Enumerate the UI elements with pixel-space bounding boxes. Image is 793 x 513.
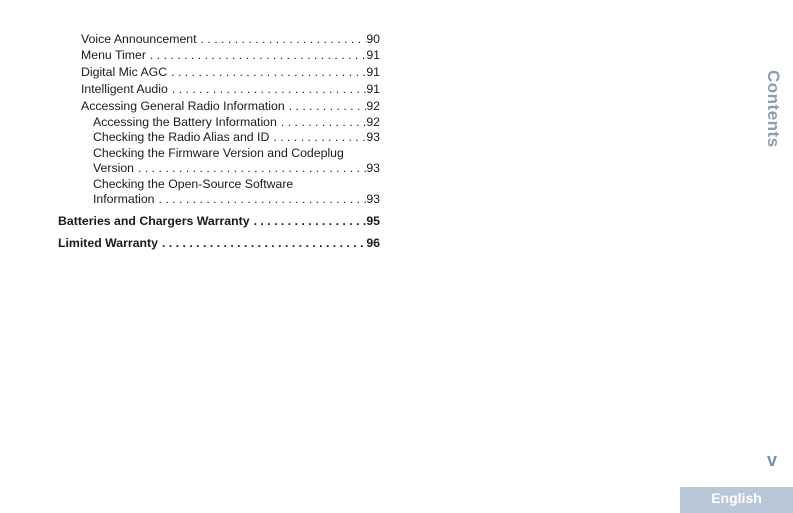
toc-page: 95	[366, 214, 380, 228]
contents-side-tab: Contents	[764, 70, 783, 148]
toc-label: Information	[93, 192, 155, 206]
toc-page: 91	[366, 65, 380, 79]
toc-entry-battery-info[interactable]: Accessing the Battery Information 92	[93, 115, 380, 130]
leader-dots	[150, 48, 366, 63]
toc-label: Checking the Radio Alias and ID	[93, 130, 270, 144]
toc-label: Menu Timer	[81, 48, 146, 62]
page-number: v	[767, 450, 778, 470]
language-tab: English	[680, 487, 793, 513]
toc-label: Intelligent Audio	[81, 82, 168, 96]
toc-label-line1: Checking the Firmware Version and Codepl…	[93, 146, 344, 160]
toc-page: 91	[366, 82, 380, 96]
toc-label: Digital Mic AGC	[81, 65, 168, 79]
leader-dots	[171, 65, 366, 80]
toc-page: 93	[366, 130, 380, 144]
leader-dots	[159, 192, 367, 207]
toc-entry-batteries-warranty[interactable]: Batteries and Chargers Warranty 95	[58, 214, 380, 229]
toc-label: Version	[93, 161, 135, 175]
leader-dots	[273, 130, 366, 145]
toc-label: Batteries and Chargers Warranty	[58, 214, 250, 228]
toc-label: Voice Announcement	[81, 32, 197, 46]
leader-dots	[172, 82, 366, 97]
toc-label: Accessing General Radio Information	[81, 99, 285, 113]
toc-page: 92	[366, 99, 380, 113]
toc-entry-limited-warranty[interactable]: Limited Warranty 96	[58, 236, 380, 251]
leader-dots	[138, 161, 366, 176]
toc-page: 90	[366, 32, 380, 46]
toc-entry-menu-timer[interactable]: Menu Timer 91	[81, 48, 380, 63]
toc-page: 96	[366, 236, 380, 250]
toc-page: 93	[366, 161, 380, 175]
toc-label-line1: Checking the Open-Source Software	[93, 177, 294, 191]
toc-page: 93	[366, 192, 380, 206]
leader-dots	[281, 115, 366, 130]
toc-entry-voice-announcement[interactable]: Voice Announcement 90	[81, 32, 380, 47]
leader-dots	[162, 236, 366, 251]
toc-page: 92	[366, 115, 380, 129]
toc-entry-open-source-info[interactable]: Checking the Open-Source Software Informa…	[93, 177, 380, 207]
toc-entry-intelligent-audio[interactable]: Intelligent Audio 91	[81, 82, 380, 97]
toc-entry-digital-mic-agc[interactable]: Digital Mic AGC 91	[81, 65, 380, 80]
toc-label: Accessing the Battery Information	[93, 115, 277, 129]
leader-dots	[289, 99, 367, 114]
toc-label: Limited Warranty	[58, 236, 158, 250]
leader-dots	[201, 32, 367, 47]
toc-entry-firmware-version[interactable]: Checking the Firmware Version and Codepl…	[93, 146, 380, 176]
toc-page: 91	[366, 48, 380, 62]
toc-entry-radio-alias-id[interactable]: Checking the Radio Alias and ID 93	[93, 130, 380, 145]
leader-dots	[254, 214, 367, 229]
toc-entry-general-radio-info[interactable]: Accessing General Radio Information 92	[81, 99, 380, 114]
